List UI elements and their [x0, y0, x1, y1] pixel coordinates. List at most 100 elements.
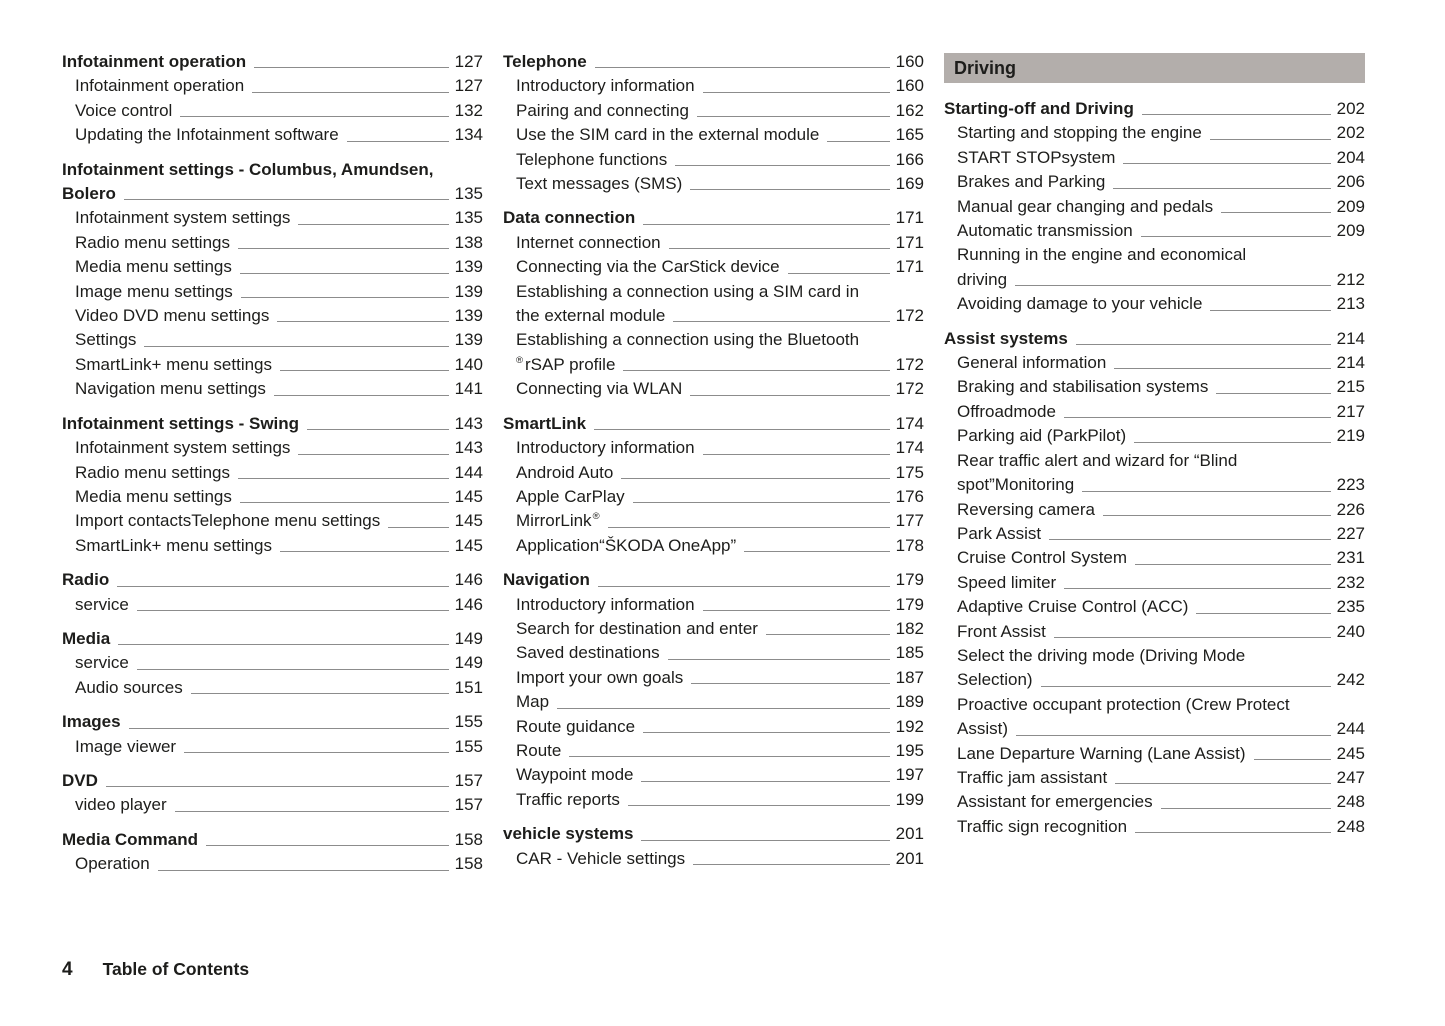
- toc-leader: [643, 223, 890, 225]
- toc-entry-row: Infotainment system settings 135: [75, 206, 483, 230]
- toc-entry-page: 127: [454, 52, 483, 71]
- toc-entry: Import your own goals 187: [503, 666, 924, 690]
- toc-entry: Import contactsTelephone menu settings 14…: [62, 509, 483, 533]
- toc-entry: Internet connection 171: [503, 231, 924, 255]
- toc-entry: Data connection 171: [503, 206, 924, 230]
- toc-leader: [346, 140, 449, 142]
- toc-entry-row: Telephone functions 166: [516, 148, 924, 172]
- toc-entry: Braking and stabilisation systems 215: [944, 375, 1365, 399]
- toc-entry-row: Speed limiter 232: [957, 571, 1365, 595]
- toc-entry-row: Use the SIM card in the external module 1…: [516, 123, 924, 147]
- toc-entry-label: Speed limiter: [957, 572, 1057, 592]
- toc-entry-row: Adaptive Cruise Control (ACC) 235: [957, 595, 1365, 619]
- toc-entry-label: Infotainment operation: [75, 76, 245, 96]
- toc-entry-label: spot”Monitoring: [957, 475, 1075, 495]
- toc-entry-label: Reversing camera: [957, 499, 1095, 519]
- toc-entry-row: Traffic reports 199: [516, 788, 924, 812]
- toc-entry-row: Updating the Infotainment software 134: [75, 123, 483, 147]
- toc-entry-page: 175: [895, 462, 924, 482]
- toc-entry-row: Media menu settings 139: [75, 255, 483, 279]
- toc-leader: [237, 248, 449, 250]
- toc-section: Infotainment operation 127 Infotainment op…: [62, 50, 483, 148]
- toc-entry-page: 160: [895, 52, 924, 71]
- toc-entry-page: 149: [454, 628, 483, 648]
- toc-entry-page: 247: [1336, 767, 1365, 787]
- toc-entry-row: Media Command 158: [62, 828, 483, 852]
- toc-leader: [641, 839, 890, 841]
- toc-entry-page: 165: [895, 125, 924, 145]
- toc-section: Assist systems 214 General information 214 B…: [944, 327, 1365, 840]
- toc-entry-row: Media 149: [62, 627, 483, 651]
- toc-entry-label: DVD: [62, 770, 98, 790]
- toc-entry-page: 139: [454, 330, 483, 350]
- toc-entry: Reversing camera 226: [944, 498, 1365, 522]
- toc-entry-row: Import your own goals 187: [516, 666, 924, 690]
- toc-entry: Navigation menu settings 141: [62, 377, 483, 401]
- toc-leader: [675, 165, 890, 167]
- toc-entry-label: Establishing a connection using a SIM ca…: [516, 281, 860, 301]
- toc-entry-page: 214: [1336, 353, 1365, 373]
- toc-entry-row: Radio 146: [62, 568, 483, 592]
- toc-leader: [1015, 285, 1331, 287]
- toc-entry: Apple CarPlay 176: [503, 485, 924, 509]
- toc-entry-row: Pairing and connecting 162: [516, 99, 924, 123]
- toc-leader: [1049, 539, 1331, 541]
- toc-entry-page: 235: [1336, 597, 1365, 617]
- toc-entry-label: Brakes and Parking: [957, 172, 1106, 192]
- toc-leader: [594, 429, 890, 431]
- footer-label: Table of Contents: [102, 959, 250, 979]
- toc-entry-label: Selection): [957, 670, 1033, 690]
- toc-leader: [174, 810, 449, 812]
- toc-entry-page: 139: [454, 257, 483, 277]
- toc-leader: [1040, 685, 1331, 687]
- toc-entry-row: SmartLink+ menu settings 145: [75, 534, 483, 558]
- toc-section: Telephone 160 Introductory information 160 P…: [503, 50, 924, 196]
- toc-leader: [1115, 783, 1331, 785]
- toc-entry-row: Starting-off and Driving 202: [944, 97, 1365, 121]
- toc-entry: Manual gear changing and pedals 209: [944, 195, 1365, 219]
- toc-entry-label: Saved destinations: [516, 643, 660, 663]
- toc-entry: Infotainment settings - Columbus, Amunds…: [62, 158, 483, 207]
- toc-entry: Automatic transmission 209: [944, 219, 1365, 243]
- toc-entry-label: MirrorLink: [516, 511, 592, 531]
- toc-leader: [206, 845, 449, 847]
- toc-entry-page: 138: [454, 232, 483, 252]
- toc-entry-page: 134: [454, 125, 483, 145]
- toc-leader: [280, 370, 449, 372]
- toc-leader: [1053, 636, 1331, 638]
- toc-entry: Adaptive Cruise Control (ACC) 235: [944, 595, 1365, 619]
- toc-section: Media 149 service 149 Audio sources 151: [62, 627, 483, 700]
- toc-entry-label: video player: [75, 795, 167, 815]
- toc-entry-label: Images: [62, 712, 121, 732]
- toc-entry-page: 171: [895, 257, 924, 277]
- toc-entry-label: General information: [957, 353, 1107, 373]
- toc-entry-row: Braking and stabilisation systems 215: [957, 375, 1365, 399]
- toc-entry-label: Parking aid (ParkPilot): [957, 426, 1127, 446]
- toc-entry-page: 197: [895, 765, 924, 785]
- toc-entry: Image viewer 155: [62, 735, 483, 759]
- toc-entry-page: 146: [454, 570, 483, 590]
- toc-entry: Map 189: [503, 690, 924, 714]
- toc-leader: [1123, 163, 1331, 165]
- toc-entry: Navigation 179: [503, 568, 924, 592]
- toc-entry-page: 158: [454, 854, 483, 874]
- toc-entry-label: Use the SIM card in the external module: [516, 125, 820, 145]
- toc-entry-row: Assistant for emergencies 248: [957, 790, 1365, 814]
- toc-entry-label: Lane Departure Warning (Lane Assist): [957, 743, 1246, 763]
- toc-entry-row: Starting and stopping the engine 202: [957, 121, 1365, 145]
- toc-entry-row: Data connection 171: [503, 206, 924, 230]
- toc-entry: Radio menu settings 144: [62, 461, 483, 485]
- toc-entry: Image menu settings 139: [62, 280, 483, 304]
- toc-entry-row: Radio menu settings 138: [75, 231, 483, 255]
- toc-entry-page: 172: [895, 379, 924, 399]
- toc-entry-label: Assistant for emergencies: [957, 792, 1153, 812]
- toc-leader: [702, 453, 890, 455]
- toc-entry-page: 201: [895, 848, 924, 868]
- toc-entry-page: 135: [454, 208, 483, 228]
- toc-entry-row: Waypoint mode 197: [516, 763, 924, 787]
- toc-entry-row: Text messages (SMS) 169: [516, 172, 924, 196]
- toc-entry-label: Select the driving mode (Driving Mode: [957, 645, 1246, 665]
- toc-entry-page: 145: [454, 511, 483, 531]
- toc-entry-row: Internet connection 171: [516, 231, 924, 255]
- toc-entry: Introductory information 160: [503, 74, 924, 98]
